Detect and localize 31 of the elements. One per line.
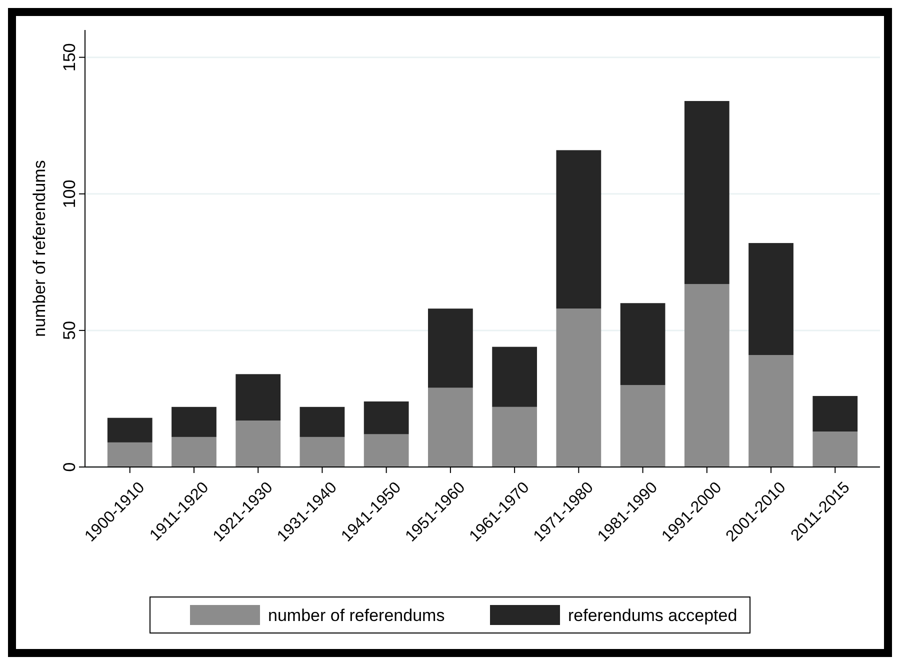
bar xyxy=(492,406,537,467)
y-tick-label: 150 xyxy=(60,43,79,72)
bar xyxy=(620,385,666,467)
bar xyxy=(684,284,730,467)
bar xyxy=(748,355,794,467)
bar xyxy=(300,436,345,467)
bar xyxy=(236,374,281,421)
bar xyxy=(556,150,602,309)
bar xyxy=(812,431,858,467)
bar xyxy=(620,303,666,386)
legend-label: referendums accepted xyxy=(568,606,738,625)
y-tick-label: 100 xyxy=(60,180,79,208)
y-tick-label: 0 xyxy=(60,462,79,472)
y-axis-title: number of referendums xyxy=(30,160,49,337)
bar xyxy=(107,442,152,467)
bar xyxy=(428,308,473,388)
bar xyxy=(172,406,216,437)
bar xyxy=(172,436,216,467)
bar xyxy=(300,406,345,437)
bar xyxy=(812,396,858,432)
bar xyxy=(107,418,152,442)
y-tick-label: 50 xyxy=(60,320,79,340)
bar xyxy=(428,388,473,467)
legend-label: number of referendums xyxy=(268,606,445,625)
bar xyxy=(492,346,537,407)
bar xyxy=(684,101,730,284)
bar xyxy=(364,434,409,467)
bar xyxy=(364,401,409,434)
bar xyxy=(748,243,794,356)
bar xyxy=(236,420,281,467)
bar xyxy=(556,308,602,467)
